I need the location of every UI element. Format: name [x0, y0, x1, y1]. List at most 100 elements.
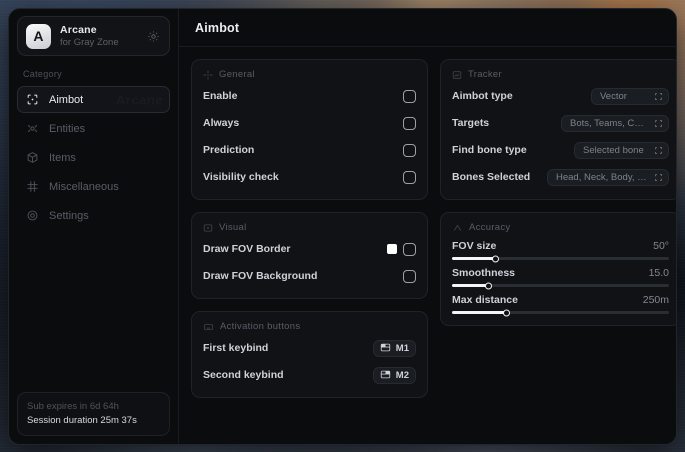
- slider-track[interactable]: [452, 282, 669, 289]
- slider-label: Smoothness: [452, 267, 516, 279]
- sidebar-item-label: Items: [49, 151, 76, 164]
- cheat-overlay-window: A Arcane for Gray Zone Category: [8, 8, 677, 445]
- slider-value: 50°: [653, 240, 669, 252]
- row-label: Bones Selected: [452, 171, 531, 183]
- row-always[interactable]: Always: [203, 112, 416, 134]
- row-control: [403, 89, 416, 103]
- row-label: Targets: [452, 117, 490, 129]
- dropdown-value: Vector: [600, 90, 627, 102]
- expand-icon: [654, 92, 663, 101]
- checkbox-prediction[interactable]: [403, 143, 416, 157]
- slider-knob[interactable]: [491, 255, 499, 262]
- slider-track[interactable]: [452, 309, 669, 316]
- sidebar-item-label: Entities: [49, 122, 86, 135]
- slider-smoothness: Smoothness 15.0: [452, 267, 669, 289]
- slider-max-distance: Max distance 250m: [452, 294, 669, 316]
- entities-icon: [26, 122, 39, 135]
- row-label: Aimbot type: [452, 90, 513, 102]
- slider-fill: [452, 311, 507, 314]
- gear-icon: [26, 209, 39, 222]
- panel-general: General Enable Always: [191, 59, 428, 200]
- sidebar-item-miscellaneous[interactable]: Miscellaneous: [17, 173, 170, 200]
- slider-fill: [452, 284, 489, 287]
- expand-icon: [654, 173, 663, 182]
- row-aimbot-type[interactable]: Aimbot type Vector: [452, 85, 669, 107]
- checkbox-draw-fov-background[interactable]: [403, 269, 416, 283]
- right-column: Tracker Aimbot type Vector: [440, 59, 676, 326]
- row-label: Visibility check: [203, 171, 279, 183]
- expand-icon: [654, 119, 663, 128]
- row-second-keybind[interactable]: Second keybind M2: [203, 364, 416, 386]
- row-prediction[interactable]: Prediction: [203, 139, 416, 161]
- row-control: [403, 170, 416, 184]
- slider-knob[interactable]: [485, 282, 493, 289]
- keybind-value: M1: [395, 342, 409, 354]
- row-first-keybind[interactable]: First keybind M1: [203, 337, 416, 359]
- keybind-value: M2: [395, 369, 409, 381]
- slider-label: FOV size: [452, 240, 497, 252]
- panel-visual: Visual Draw FOV Border Draw FOV Backgrou…: [191, 212, 428, 299]
- left-column: General Enable Always: [191, 59, 428, 398]
- panel-title: Tracker: [468, 69, 502, 80]
- row-find-bone-type[interactable]: Find bone type Selected bone: [452, 139, 669, 161]
- dropdown-aimbot-type[interactable]: Vector: [591, 87, 669, 105]
- row-draw-fov-border[interactable]: Draw FOV Border: [203, 238, 416, 260]
- row-label: First keybind: [203, 342, 269, 354]
- sidebar-item-items[interactable]: Items: [17, 144, 170, 171]
- row-control: [387, 242, 416, 256]
- page-title: Aimbot: [195, 20, 240, 35]
- row-label: Always: [203, 117, 240, 129]
- color-swatch-fov-border[interactable]: [387, 244, 397, 254]
- content-header: Aimbot: [179, 9, 676, 47]
- slider-header: FOV size 50°: [452, 240, 669, 252]
- row-label: Second keybind: [203, 369, 284, 381]
- row-visibility-check[interactable]: Visibility check: [203, 166, 416, 188]
- slider-knob[interactable]: [502, 309, 510, 316]
- row-control: [403, 116, 416, 130]
- accuracy-icon: [452, 223, 463, 233]
- tracker-icon: [452, 70, 462, 80]
- panel-accuracy: Accuracy FOV size 50°: [440, 212, 676, 326]
- sidebar-category-label: Category: [23, 69, 62, 79]
- checkbox-draw-fov-border[interactable]: [403, 242, 416, 256]
- row-targets[interactable]: Targets Bots, Teams, Coms: [452, 112, 669, 134]
- panel-header: Accuracy: [452, 222, 669, 233]
- dropdown-bones-selected[interactable]: Head, Neck, Body, Pe..: [547, 168, 669, 186]
- slider-label: Max distance: [452, 294, 518, 306]
- subscription-card: Sub expires in 6d 64h Session duration 2…: [17, 392, 170, 436]
- profile-text: Arcane for Gray Zone: [60, 24, 138, 48]
- sidebar-item-label: Miscellaneous: [49, 180, 119, 193]
- panel-header: Activation buttons: [203, 321, 416, 332]
- box-icon: [26, 151, 39, 164]
- keybind-badge-first[interactable]: M1: [372, 339, 416, 357]
- checkbox-always[interactable]: [403, 116, 416, 130]
- sidebar: A Arcane for Gray Zone Category: [9, 9, 179, 444]
- gear-icon[interactable]: [147, 30, 161, 43]
- dropdown-targets[interactable]: Bots, Teams, Coms: [561, 114, 669, 132]
- sidebar-watermark: Arcane: [116, 92, 163, 107]
- avatar: A: [26, 23, 51, 49]
- row-draw-fov-background[interactable]: Draw FOV Background: [203, 265, 416, 287]
- dropdown-find-bone-type[interactable]: Selected bone: [574, 141, 669, 159]
- slider-value: 15.0: [648, 267, 669, 279]
- row-label: Draw FOV Border: [203, 243, 291, 255]
- dropdown-value: Selected bone: [583, 144, 644, 156]
- content-area: Aimbot General: [179, 9, 676, 444]
- row-enable[interactable]: Enable: [203, 85, 416, 107]
- slider-header: Smoothness 15.0: [452, 267, 669, 279]
- sliders-icon: [26, 180, 39, 193]
- sidebar-item-aimbot[interactable]: Aimbot Arcane: [17, 86, 170, 113]
- profile-name: Arcane: [60, 23, 97, 36]
- profile-card[interactable]: A Arcane for Gray Zone: [17, 16, 170, 56]
- sidebar-item-settings[interactable]: Settings: [17, 202, 170, 229]
- checkbox-enable[interactable]: [403, 89, 416, 103]
- session-duration-text: Session duration 25m 37s: [27, 415, 137, 427]
- sidebar-item-entities[interactable]: Entities: [17, 115, 170, 142]
- row-bones-selected[interactable]: Bones Selected Head, Neck, Body, Pe..: [452, 166, 669, 188]
- checkbox-visibility-check[interactable]: [403, 170, 416, 184]
- row-control: [403, 143, 416, 157]
- keybind-badge-second[interactable]: M2: [372, 366, 416, 384]
- slider-track[interactable]: [452, 255, 669, 262]
- slider-header: Max distance 250m: [452, 294, 669, 306]
- sidebar-item-label: Aimbot: [49, 93, 84, 106]
